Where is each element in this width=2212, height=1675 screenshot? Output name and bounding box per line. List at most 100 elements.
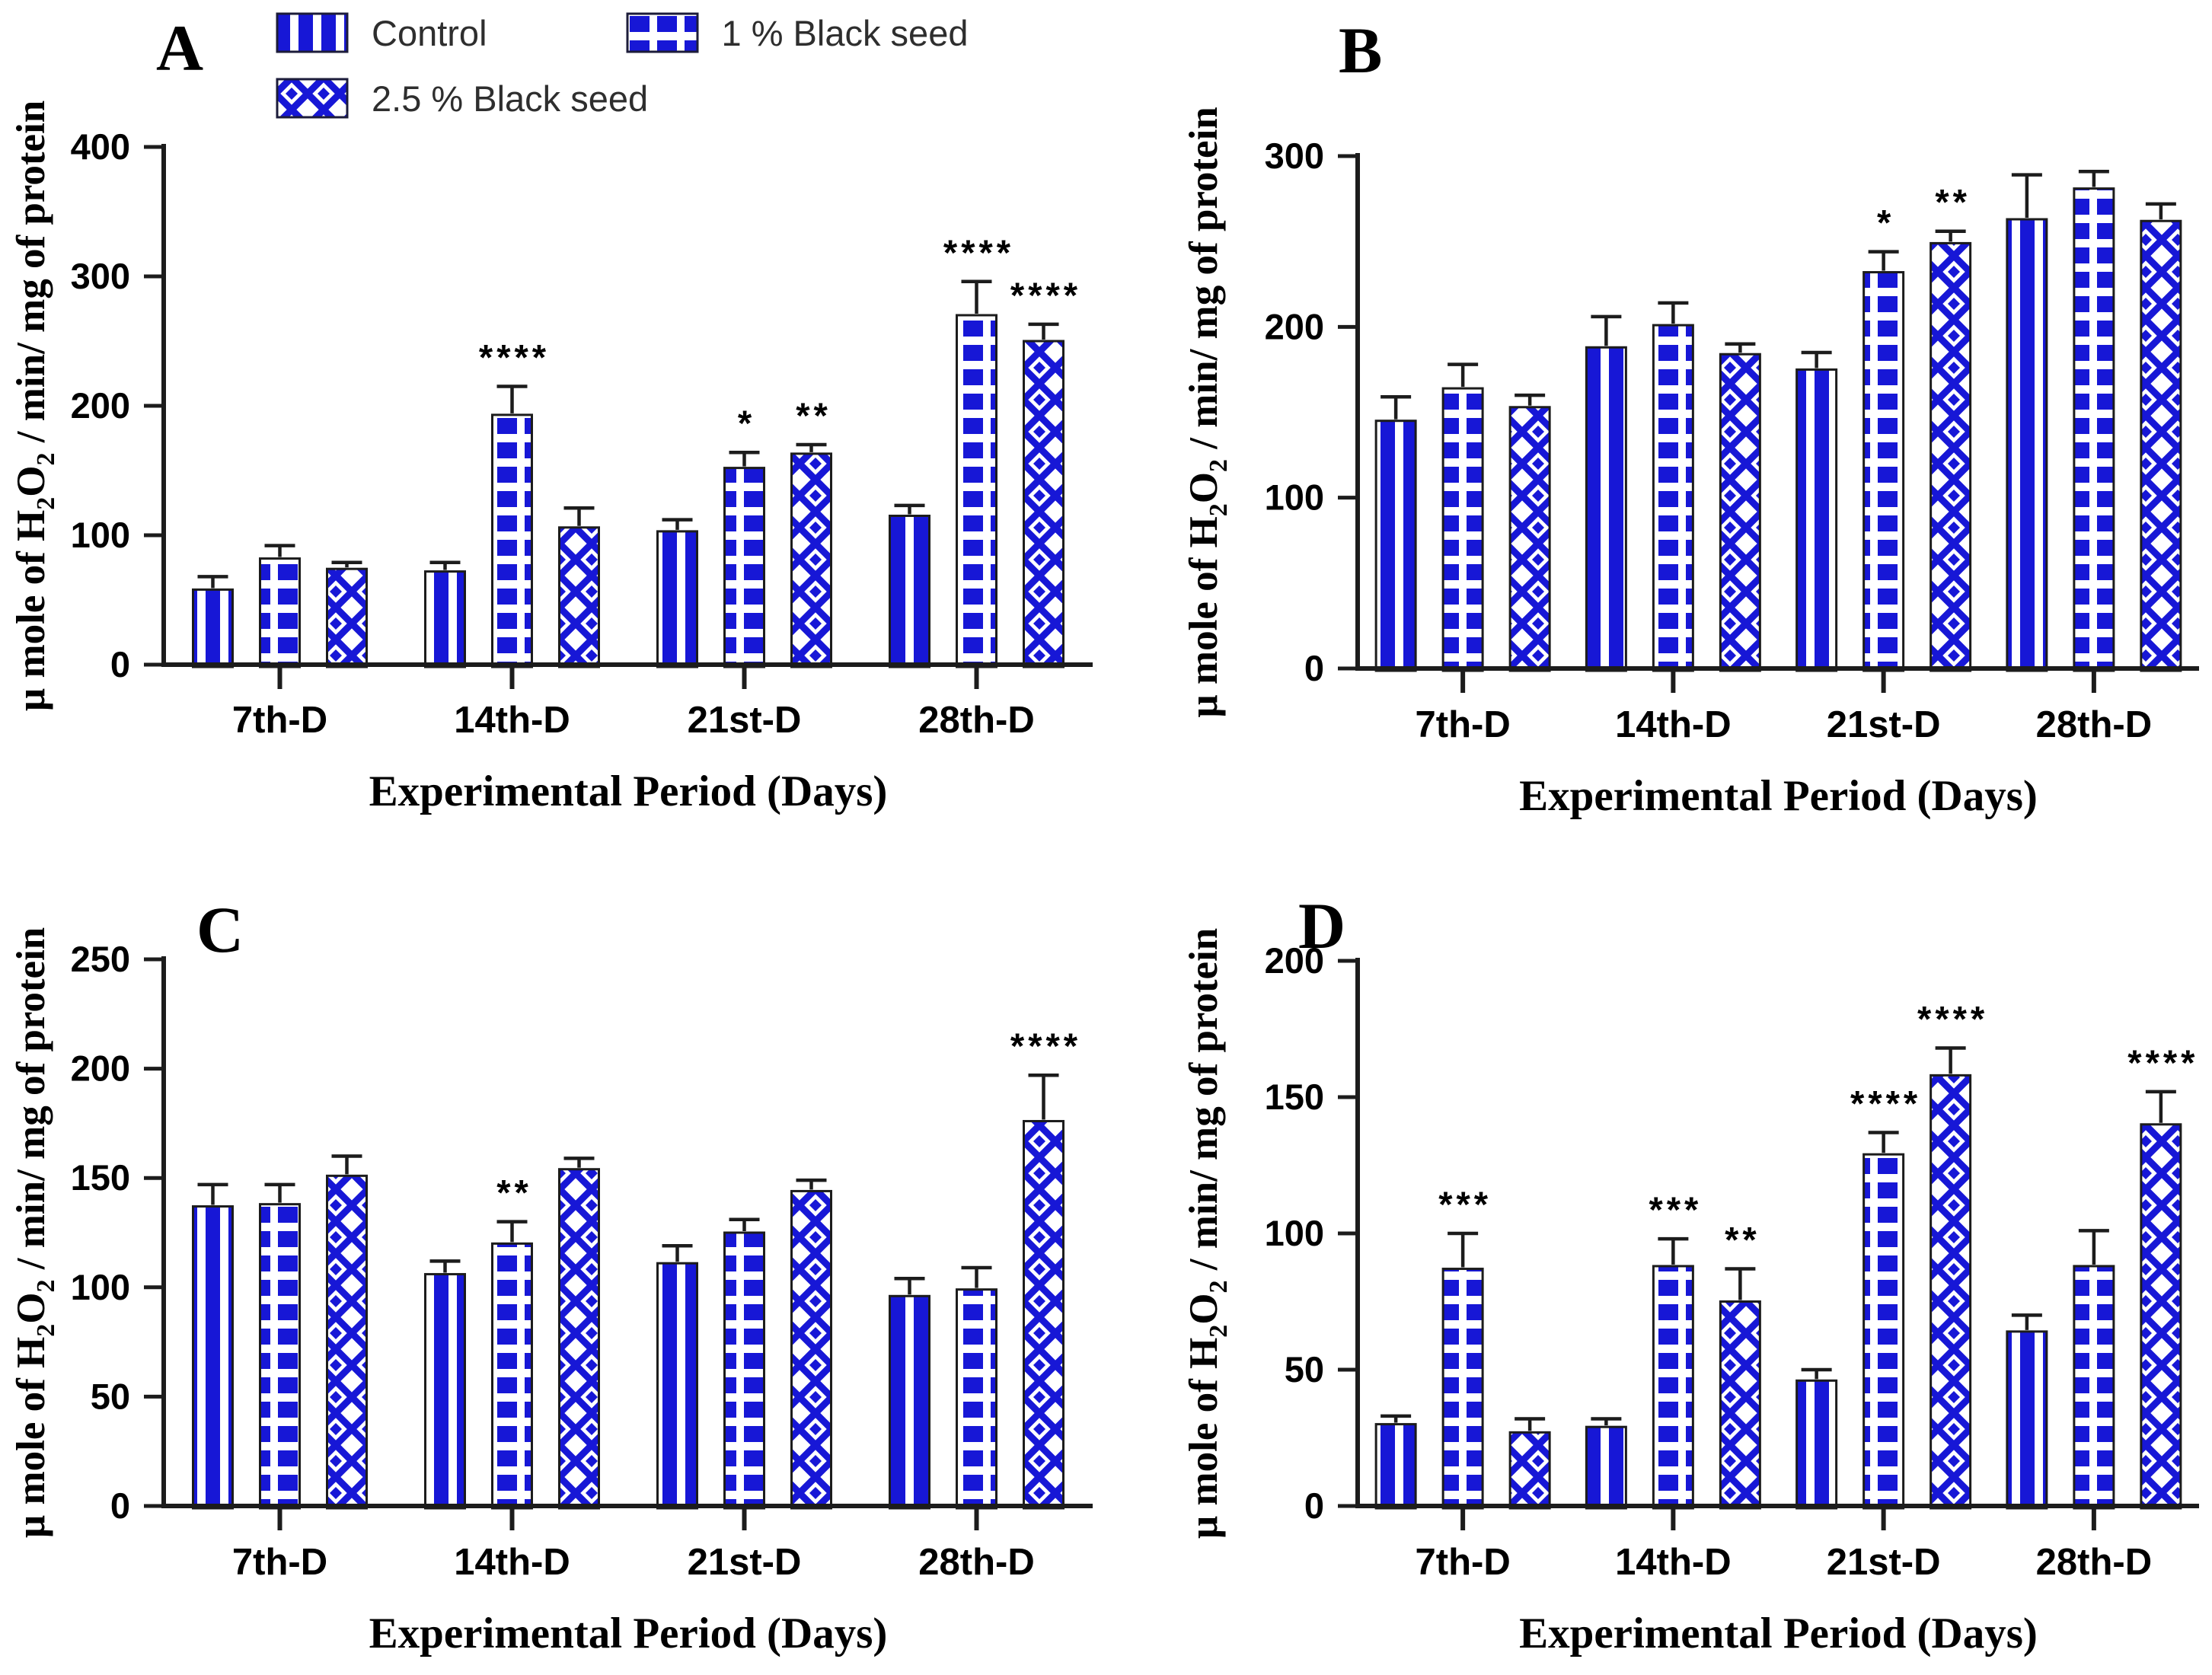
y-tick-label: 250 xyxy=(71,939,130,979)
sig-label: ** xyxy=(1935,182,1971,222)
bar-D-seed25-7th-D xyxy=(1508,1431,1551,1510)
bar-D-control-28th-D xyxy=(2006,1330,2048,1510)
x-axis-title: Experimental Period (Days) xyxy=(1519,772,2038,820)
sig-label: ** xyxy=(1725,1220,1760,1260)
bar-C-seed1-7th-D xyxy=(259,1203,301,1510)
panel-letter-B: B xyxy=(1339,14,1382,87)
x-tick-label: 7th-D xyxy=(1416,1542,1511,1583)
bar-C-seed25-21st-D xyxy=(790,1189,832,1510)
vertical-stripes-swatch-icon xyxy=(276,12,349,53)
bar-B-seed1-7th-D xyxy=(1441,387,1484,672)
sig-label: **** xyxy=(1850,1083,1921,1124)
legend-row-1: Control 1 % Black seed xyxy=(276,12,968,53)
bar-D-seed1-21st-D xyxy=(1862,1153,1905,1510)
bar-D-seed25-28th-D xyxy=(2140,1123,2182,1510)
bar-C-seed25-14th-D xyxy=(558,1168,600,1510)
legend-item-1-percent-black-seed: 1 % Black seed xyxy=(626,12,969,53)
bar-C-seed1-21st-D xyxy=(723,1231,765,1510)
y-tick-label: 200 xyxy=(1265,306,1324,346)
bar-A-seed25-28th-D xyxy=(1023,340,1065,668)
bar-C-seed1-14th-D xyxy=(491,1242,533,1510)
sig-label: **** xyxy=(1010,275,1081,315)
legend-label-control: Control xyxy=(372,12,487,53)
bar-B-seed25-14th-D xyxy=(1719,353,1761,672)
x-axis-title: Experimental Period (Days) xyxy=(369,767,888,815)
x-axis-title: Experimental Period (Days) xyxy=(369,1610,888,1657)
bar-C-seed1-28th-D xyxy=(956,1288,997,1510)
bar-C-control-21st-D xyxy=(656,1262,698,1510)
legend-row-2: 2.5 % Black seed xyxy=(276,78,968,119)
y-tick-label: 300 xyxy=(1265,136,1324,176)
bar-B-seed25-7th-D xyxy=(1508,406,1551,672)
x-tick-label: 14th-D xyxy=(1615,704,1731,745)
bar-A-control-21st-D xyxy=(656,530,698,668)
bar-A-seed1-28th-D xyxy=(956,314,997,668)
x-tick-label: 28th-D xyxy=(918,1542,1034,1583)
x-tick-label: 28th-D xyxy=(2036,1542,2152,1583)
y-tick-label: 100 xyxy=(1265,1213,1324,1253)
bar-A-seed1-7th-D xyxy=(259,557,301,668)
y-tick-label: 300 xyxy=(71,256,130,296)
bar-C-control-7th-D xyxy=(192,1205,234,1510)
y-tick-label: 200 xyxy=(71,1048,130,1089)
sig-label: **** xyxy=(1010,1026,1081,1066)
bar-D-seed25-21st-D xyxy=(1930,1074,1972,1510)
y-tick-label: 400 xyxy=(71,126,130,167)
panel-b-chart: 7th-D 14th-D***21st-D 28th-D0100200300Expe… xyxy=(1182,14,2199,820)
x-tick-label: 7th-D xyxy=(232,1542,327,1583)
x-axis-title: Experimental Period (Days) xyxy=(1519,1610,2038,1657)
sig-label: ** xyxy=(496,1172,532,1213)
y-axis-title: µ mole of H2O2 / min/ mg of protein xyxy=(1182,928,1233,1539)
bar-A-control-14th-D xyxy=(424,570,466,668)
legend-label-1-percent: 1 % Black seed xyxy=(721,12,969,53)
bar-C-seed25-28th-D xyxy=(1023,1120,1065,1510)
y-tick-label: 150 xyxy=(1265,1077,1324,1117)
sig-label: *** xyxy=(1649,1189,1702,1230)
panel-letter-C: C xyxy=(196,893,244,966)
x-tick-label: 28th-D xyxy=(918,700,1034,741)
sig-label: * xyxy=(1877,203,1894,243)
x-tick-label: 14th-D xyxy=(1615,1542,1731,1583)
bar-B-seed1-14th-D xyxy=(1652,324,1694,672)
sig-label: **** xyxy=(479,337,550,378)
sig-label: *** xyxy=(1438,1184,1492,1224)
bar-A-seed25-21st-D xyxy=(790,452,832,668)
bar-B-control-28th-D xyxy=(2006,218,2048,672)
bar-A-seed25-14th-D xyxy=(558,526,600,668)
bar-B-seed25-28th-D xyxy=(2140,219,2182,672)
legend-item-control: Control xyxy=(276,12,487,53)
y-tick-label: 100 xyxy=(71,1267,130,1307)
panel-d: *** 7th-D *** ** 14th-D **** **** 21st-D **** 28t… xyxy=(1106,838,2212,1675)
y-tick-label: 100 xyxy=(71,515,130,555)
bar-C-seed25-7th-D xyxy=(326,1174,368,1510)
panel-a: 7th-D **** 14th-D * ** 21st-D **** **** 28th-D 0 1… xyxy=(0,0,1106,838)
x-tick-label: 21st-D xyxy=(1827,1542,1941,1583)
y-tick-label: 50 xyxy=(91,1376,130,1416)
y-tick-label: 100 xyxy=(1265,477,1324,518)
x-tick-label: 7th-D xyxy=(232,700,327,741)
legend-item-2-5-percent-black-seed: 2.5 % Black seed xyxy=(276,78,648,119)
bar-C-control-28th-D xyxy=(889,1294,930,1510)
y-tick-label: 200 xyxy=(1265,940,1324,981)
panel-d-chart: ***7th-D*****14th-D********21st-D****28t… xyxy=(1182,889,2199,1657)
panel-letter-A: A xyxy=(156,11,203,85)
x-tick-label: 28th-D xyxy=(2036,704,2152,745)
bar-A-control-28th-D xyxy=(889,515,930,668)
bar-D-seed25-14th-D xyxy=(1719,1300,1761,1510)
bar-B-control-7th-D xyxy=(1374,420,1417,672)
y-tick-label: 0 xyxy=(110,644,130,684)
square-grid-swatch-icon xyxy=(626,12,699,53)
bar-D-control-7th-D xyxy=(1374,1423,1417,1510)
bar-B-control-21st-D xyxy=(1795,368,1838,672)
bar-C-control-14th-D xyxy=(424,1273,466,1510)
x-tick-label: 14th-D xyxy=(454,700,570,741)
bar-D-seed1-28th-D xyxy=(2073,1265,2115,1510)
y-tick-label: 0 xyxy=(1304,648,1324,688)
y-tick-label: 200 xyxy=(71,385,130,426)
bar-D-seed1-7th-D xyxy=(1441,1268,1484,1510)
bar-B-seed1-28th-D xyxy=(2073,187,2115,672)
x-tick-label: 14th-D xyxy=(454,1542,570,1583)
y-tick-label: 0 xyxy=(110,1485,130,1526)
sig-label: * xyxy=(738,403,755,443)
